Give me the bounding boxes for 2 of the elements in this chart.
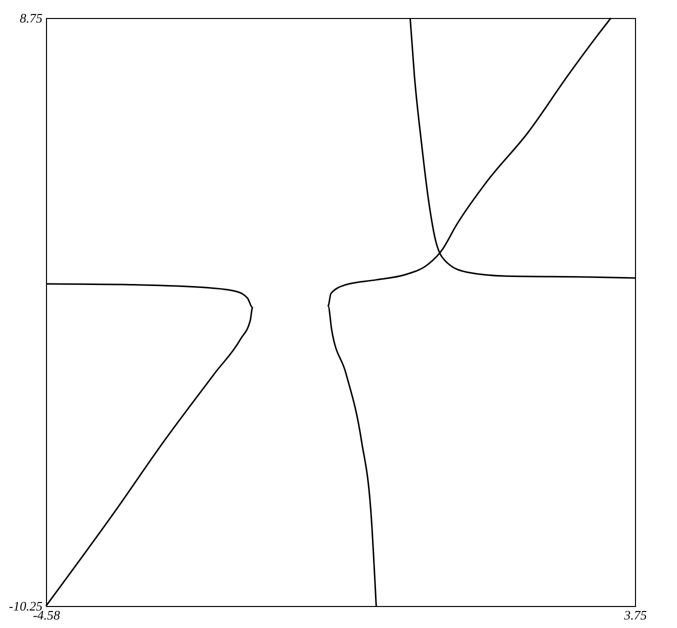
y-tick-label: 8.75 [20, 10, 43, 26]
x-tick-label: 3.75 [623, 608, 648, 622]
